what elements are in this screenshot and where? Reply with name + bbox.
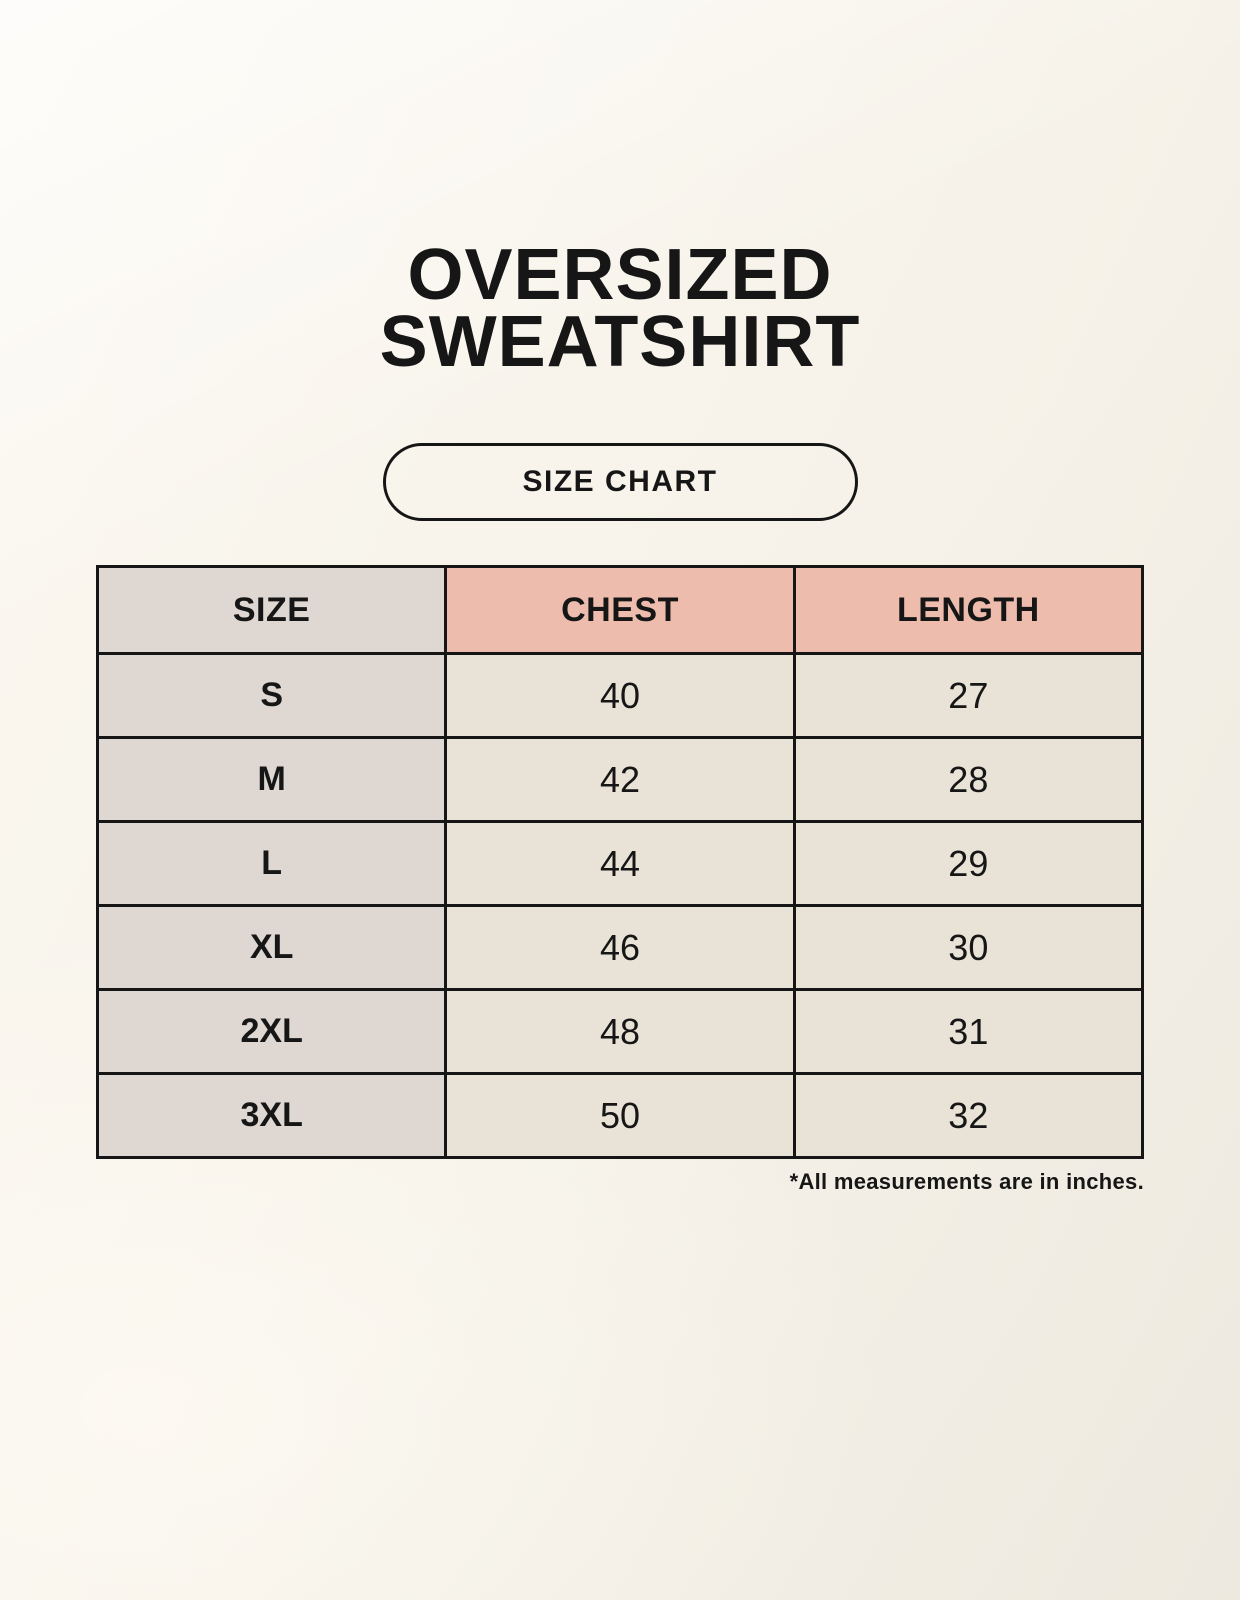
size-cell: M: [95, 736, 448, 823]
size-chart-page: OVERSIZED SWEATSHIRT SIZE CHART SIZE CHE…: [0, 0, 1240, 1194]
size-cell: 2XL: [95, 988, 448, 1075]
chest-cell: 50: [444, 1072, 796, 1159]
chest-cell: 42: [444, 736, 796, 823]
size-cell: S: [95, 652, 448, 739]
table-row: M 42 28: [95, 736, 1145, 823]
measurements-footnote: *All measurements are in inches.: [789, 1169, 1144, 1194]
chest-cell: 46: [444, 904, 796, 991]
table-header-row: SIZE CHEST LENGTH: [95, 565, 1145, 655]
length-cell: 31: [792, 988, 1145, 1075]
table-row: XL 46 30: [95, 904, 1145, 991]
length-cell: 30: [792, 904, 1145, 991]
header-length: LENGTH: [792, 565, 1145, 655]
header-size: SIZE: [95, 565, 448, 655]
table-row: L 44 29: [95, 820, 1145, 907]
page-title: OVERSIZED SWEATSHIRT: [0, 0, 1240, 382]
size-chart-badge: SIZE CHART: [382, 443, 858, 521]
title-line-1: OVERSIZED: [407, 235, 833, 315]
title-line-2: SWEATSHIRT: [379, 302, 861, 382]
table-row: 2XL 48 31: [95, 988, 1145, 1075]
length-cell: 27: [792, 652, 1145, 739]
size-cell: XL: [95, 904, 448, 991]
size-chart-badge-label: SIZE CHART: [522, 465, 718, 498]
length-cell: 28: [792, 736, 1145, 823]
chest-cell: 48: [444, 988, 796, 1075]
table-row: 3XL 50 32: [95, 1072, 1145, 1159]
header-chest: CHEST: [444, 565, 796, 655]
chest-cell: 44: [444, 820, 796, 907]
length-cell: 29: [792, 820, 1145, 907]
length-cell: 32: [792, 1072, 1145, 1159]
size-cell: L: [95, 820, 448, 907]
table-row: S 40 27: [95, 652, 1145, 739]
chest-cell: 40: [444, 652, 796, 739]
size-cell: 3XL: [95, 1072, 448, 1159]
size-chart-table: SIZE CHEST LENGTH S 40 27 M 42 28 L 44 2…: [95, 565, 1145, 1159]
